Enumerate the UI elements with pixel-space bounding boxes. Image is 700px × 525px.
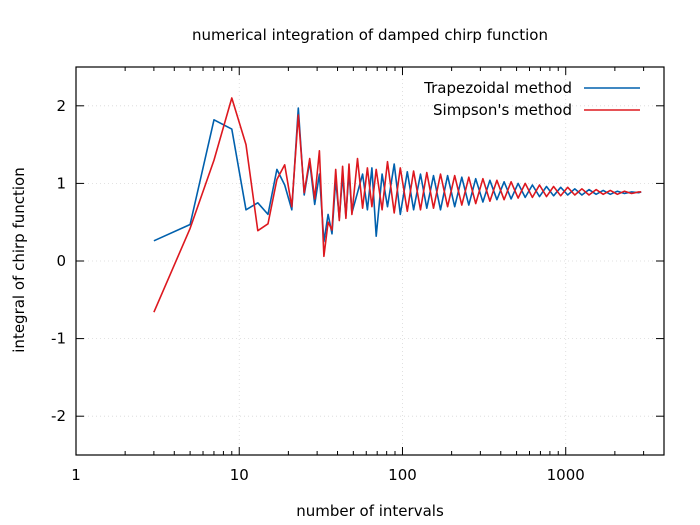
series-line-trapezoidal xyxy=(153,107,642,243)
series-lines xyxy=(153,97,642,313)
y-tick-label: 2 xyxy=(56,97,66,115)
y-tick-label: -1 xyxy=(51,330,66,348)
grid-lines xyxy=(76,67,664,455)
plot-frame xyxy=(75,66,665,456)
axis-ticks: -2 -1 0 1 2 1 10 100 1000 xyxy=(51,67,665,484)
x-tick-label: 100 xyxy=(388,466,417,484)
x-tick-label: 1 xyxy=(71,466,81,484)
legend-label-simpson: Simpson's method xyxy=(433,101,572,119)
x-axis-label: number of intervals xyxy=(296,502,444,520)
y-tick-label: -2 xyxy=(51,407,66,425)
y-tick-label: 1 xyxy=(56,174,66,192)
x-tick-label: 1000 xyxy=(547,466,585,484)
legend-label-trapezoidal: Trapezoidal method xyxy=(423,79,572,97)
x-tick-label: 10 xyxy=(230,466,249,484)
legend: Trapezoidal method Simpson's method xyxy=(423,79,640,119)
y-axis-label: integral of chirp function xyxy=(10,167,28,352)
y-tick-label: 0 xyxy=(56,252,66,270)
series-line-simpson xyxy=(153,97,642,313)
chart-title: numerical integration of damped chirp fu… xyxy=(192,26,548,44)
